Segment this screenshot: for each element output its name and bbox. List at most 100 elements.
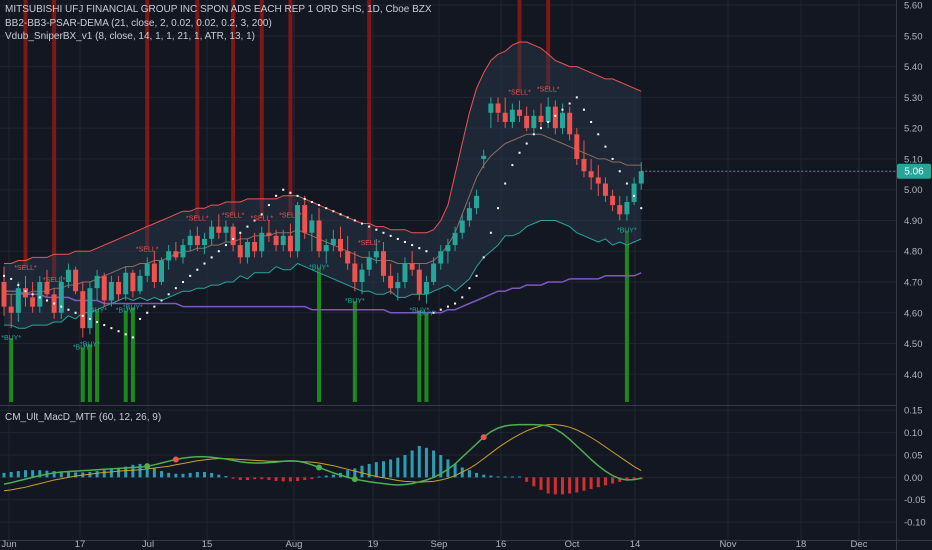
candle-body[interactable] — [116, 282, 122, 295]
candle-body[interactable] — [474, 195, 480, 209]
candle-body[interactable] — [459, 220, 465, 233]
candle-body[interactable] — [252, 242, 258, 252]
candle-body[interactable] — [581, 158, 587, 172]
candle-body[interactable] — [101, 275, 107, 301]
candle-body[interactable] — [452, 232, 458, 246]
candle-body[interactable] — [481, 155, 487, 159]
candle-body[interactable] — [567, 112, 573, 135]
candle-body[interactable] — [538, 115, 544, 122]
candle-body[interactable] — [65, 269, 71, 282]
candle-body[interactable] — [201, 238, 207, 246]
candle-body[interactable] — [173, 251, 179, 258]
candle-body[interactable] — [87, 288, 93, 329]
candle-body[interactable] — [144, 263, 150, 276]
study-legend-vdub-sniper[interactable]: Vdub_SniperBX_v1 (8, close, 14, 1, 1, 21… — [5, 31, 255, 42]
psar-dot — [590, 121, 593, 123]
candle-body[interactable] — [44, 282, 50, 295]
candle-body[interactable] — [94, 275, 100, 289]
candle-body[interactable] — [574, 134, 580, 159]
candle-body[interactable] — [295, 205, 301, 252]
candle-body[interactable] — [431, 263, 437, 282]
candle-body[interactable] — [216, 226, 222, 233]
candle-body[interactable] — [287, 235, 293, 252]
macd-pane[interactable] — [2, 423, 643, 495]
candle-body[interactable] — [223, 226, 229, 233]
candle-body[interactable] — [273, 235, 279, 246]
time-axis[interactable]: Jun 17 Jul 15 Aug 19 Sep 16 Oct 14 Nov 18 Dec — [0, 539, 932, 550]
candle-body[interactable] — [323, 245, 329, 252]
candle-body[interactable] — [531, 115, 537, 129]
candle-body[interactable] — [610, 195, 616, 206]
candle-body[interactable] — [244, 242, 250, 258]
candle-body[interactable] — [416, 269, 422, 295]
candle-body[interactable] — [423, 282, 429, 295]
candle-body[interactable] — [466, 208, 472, 221]
candle-body[interactable] — [602, 183, 608, 196]
candle-body[interactable] — [137, 275, 143, 292]
candle-body[interactable] — [309, 220, 315, 233]
candle-body[interactable] — [445, 245, 451, 252]
candle-body[interactable] — [366, 257, 372, 270]
macd-histogram-bar — [518, 476, 522, 478]
candle-body[interactable] — [280, 235, 286, 246]
candle-body[interactable] — [22, 288, 28, 298]
candle-body[interactable] — [545, 106, 551, 122]
candle-body[interactable] — [395, 282, 401, 289]
candle-body[interactable] — [373, 251, 379, 258]
candle-body[interactable] — [180, 245, 186, 258]
candle-body[interactable] — [8, 306, 14, 313]
study-legend-bb-psar-dema[interactable]: BB2-BB3-PSAR-DEMA (21, close, 2, 0.02, 0… — [5, 18, 272, 29]
candle-body[interactable] — [517, 109, 523, 116]
candle-body[interactable] — [595, 177, 601, 184]
candle-body[interactable] — [338, 238, 344, 252]
candle-body[interactable] — [552, 106, 558, 129]
candle-body[interactable] — [495, 103, 501, 113]
macd-legend[interactable]: CM_Ult_MacD_MTF (60, 12, 26, 9) — [5, 412, 162, 423]
candle-body[interactable] — [316, 220, 322, 252]
candle-body[interactable] — [209, 226, 215, 239]
price-axis[interactable]: 4.40 4.50 4.60 4.70 4.80 4.90 5.00 5.10 5.20 5.30… — [641, 0, 926, 550]
candles[interactable] — [1, 97, 644, 338]
candle-body[interactable] — [15, 288, 21, 313]
candle-body[interactable] — [80, 291, 86, 329]
candle-body[interactable] — [37, 282, 43, 307]
candle-body[interactable] — [194, 235, 200, 246]
candle-body[interactable] — [345, 251, 351, 264]
candle-body[interactable] — [266, 232, 272, 236]
candle-body[interactable] — [502, 112, 508, 122]
candle-body[interactable] — [617, 205, 623, 215]
candle-body[interactable] — [409, 263, 415, 270]
candle-body[interactable] — [352, 263, 358, 282]
candle-body[interactable] — [58, 282, 64, 313]
candle-body[interactable] — [1, 282, 7, 307]
candle-body[interactable] — [166, 251, 172, 261]
candle-body[interactable] — [588, 171, 594, 178]
candle-body[interactable] — [187, 235, 193, 246]
symbol-legend[interactable]: MITSUBISHI UFJ FINANCIAL GROUP INC SPON … — [5, 4, 432, 15]
candle-body[interactable] — [524, 115, 530, 129]
candle-body[interactable] — [230, 226, 236, 246]
candle-body[interactable] — [509, 109, 515, 122]
candle-body[interactable] — [30, 297, 36, 307]
candle-body[interactable] — [259, 232, 265, 252]
candle-body[interactable] — [624, 202, 630, 215]
candle-body[interactable] — [359, 269, 365, 282]
candle-body[interactable] — [151, 263, 157, 282]
candle-body[interactable] — [73, 269, 79, 292]
candle-body[interactable] — [108, 282, 114, 301]
candle-body[interactable] — [130, 272, 136, 292]
candle-body[interactable] — [488, 103, 494, 113]
candle-body[interactable] — [159, 260, 165, 282]
candle-body[interactable] — [438, 251, 444, 264]
candle-body[interactable] — [123, 272, 129, 295]
candle-body[interactable] — [237, 245, 243, 258]
candle-body[interactable] — [559, 112, 565, 129]
candle-body[interactable] — [631, 183, 637, 202]
candle-body[interactable] — [638, 171, 644, 184]
candle-body[interactable] — [302, 205, 308, 233]
candle-body[interactable] — [380, 251, 386, 276]
candle-body[interactable] — [330, 238, 336, 246]
candle-body[interactable] — [402, 263, 408, 282]
candle-body[interactable] — [388, 275, 394, 289]
